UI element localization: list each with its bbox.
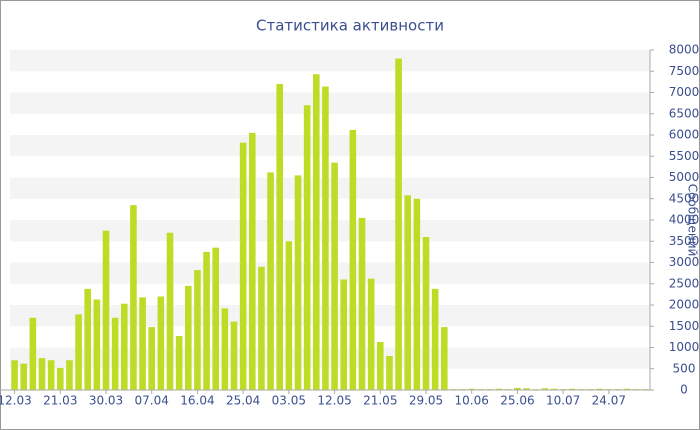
x-tick-label: 12.05 bbox=[317, 394, 351, 408]
y-tick-label: 3500 bbox=[669, 234, 700, 248]
bar bbox=[184, 285, 192, 390]
bar bbox=[322, 86, 329, 391]
x-tick-label: 10.06 bbox=[455, 394, 489, 408]
bar bbox=[376, 341, 384, 390]
bar bbox=[38, 358, 46, 390]
y-tick-label: 7500 bbox=[669, 64, 700, 78]
bar bbox=[358, 217, 366, 390]
bar bbox=[166, 232, 174, 390]
x-tick-label: 21.05 bbox=[363, 394, 397, 408]
bar bbox=[120, 303, 128, 390]
grid-band bbox=[10, 135, 650, 157]
y-tick-label: 0 bbox=[680, 383, 688, 397]
x-tick-label: 12.03 bbox=[0, 394, 32, 408]
bar bbox=[157, 296, 165, 390]
chart-title: Статистика активности bbox=[256, 17, 444, 35]
x-tick-label: 30.03 bbox=[89, 394, 123, 408]
y-tick-label: 500 bbox=[673, 361, 696, 375]
grid-band bbox=[10, 177, 650, 199]
bar bbox=[541, 388, 549, 390]
y-tick-label: 3000 bbox=[669, 255, 700, 269]
bar bbox=[20, 363, 28, 390]
bar bbox=[422, 237, 430, 390]
bar bbox=[276, 84, 284, 390]
bar bbox=[93, 299, 101, 390]
bar bbox=[596, 388, 604, 390]
x-tick-label: 10.07 bbox=[546, 394, 580, 408]
bar bbox=[212, 247, 220, 390]
bar bbox=[340, 279, 348, 390]
x-tick-label: 25.06 bbox=[500, 394, 534, 408]
y-tick-label: 6500 bbox=[669, 106, 700, 120]
bar bbox=[56, 367, 64, 390]
bar bbox=[239, 142, 247, 390]
y-tick-label: 5000 bbox=[669, 170, 700, 184]
bar bbox=[294, 175, 302, 390]
bar bbox=[367, 278, 375, 390]
bar bbox=[111, 317, 119, 390]
bar bbox=[47, 360, 55, 390]
bar bbox=[331, 162, 338, 390]
y-axis-label: Сообщений bbox=[686, 184, 700, 257]
bar bbox=[495, 388, 503, 390]
y-tick-label: 2000 bbox=[669, 298, 700, 312]
bar bbox=[404, 195, 412, 390]
bar bbox=[303, 105, 311, 390]
bar bbox=[175, 336, 183, 390]
bar bbox=[230, 321, 238, 390]
x-tick-label: 25.04 bbox=[226, 394, 260, 408]
bar bbox=[221, 308, 229, 390]
y-tick-label: 1500 bbox=[669, 319, 700, 333]
grid-bands bbox=[10, 50, 650, 369]
x-tick-label: 03.05 bbox=[272, 394, 306, 408]
grid-band bbox=[10, 92, 650, 114]
y-tick-label: 1000 bbox=[669, 340, 700, 354]
bar bbox=[194, 270, 201, 390]
y-tick-label: 7000 bbox=[669, 85, 700, 99]
y-tick-label: 8000 bbox=[669, 43, 700, 57]
bar bbox=[84, 288, 92, 390]
bar bbox=[66, 360, 73, 390]
bar bbox=[514, 387, 521, 390]
y-tick-label: 5500 bbox=[669, 149, 700, 163]
bar bbox=[258, 266, 265, 390]
bar bbox=[130, 205, 137, 390]
bar bbox=[11, 360, 18, 390]
bar bbox=[312, 74, 320, 390]
x-tick-label: 24.07 bbox=[592, 394, 626, 408]
bar bbox=[267, 172, 274, 390]
bar bbox=[468, 388, 476, 390]
y-tick-label: 4500 bbox=[669, 191, 700, 205]
y-tick-label: 2500 bbox=[669, 276, 700, 290]
grid-band bbox=[10, 50, 650, 72]
bar bbox=[431, 288, 439, 390]
bar bbox=[29, 317, 37, 390]
bar bbox=[550, 388, 558, 390]
bar bbox=[349, 129, 357, 390]
x-tick-label: 29.05 bbox=[409, 394, 443, 408]
x-tick-label: 07.04 bbox=[135, 394, 169, 408]
bar bbox=[386, 356, 393, 390]
bar bbox=[523, 388, 530, 390]
y-tick-label: 4000 bbox=[669, 213, 700, 227]
x-tick-label: 16.04 bbox=[180, 394, 214, 408]
bar bbox=[395, 58, 402, 390]
bar bbox=[75, 314, 82, 390]
bar bbox=[203, 251, 210, 390]
bar bbox=[285, 241, 293, 390]
bar bbox=[139, 297, 146, 390]
bar bbox=[413, 198, 421, 390]
x-tick-label: 21.03 bbox=[43, 394, 77, 408]
bar bbox=[102, 230, 110, 390]
bar bbox=[148, 327, 156, 390]
bar bbox=[623, 388, 631, 390]
bar bbox=[440, 327, 448, 390]
y-tick-label: 6000 bbox=[669, 128, 700, 142]
bar bbox=[248, 132, 256, 390]
bar bbox=[568, 388, 576, 390]
